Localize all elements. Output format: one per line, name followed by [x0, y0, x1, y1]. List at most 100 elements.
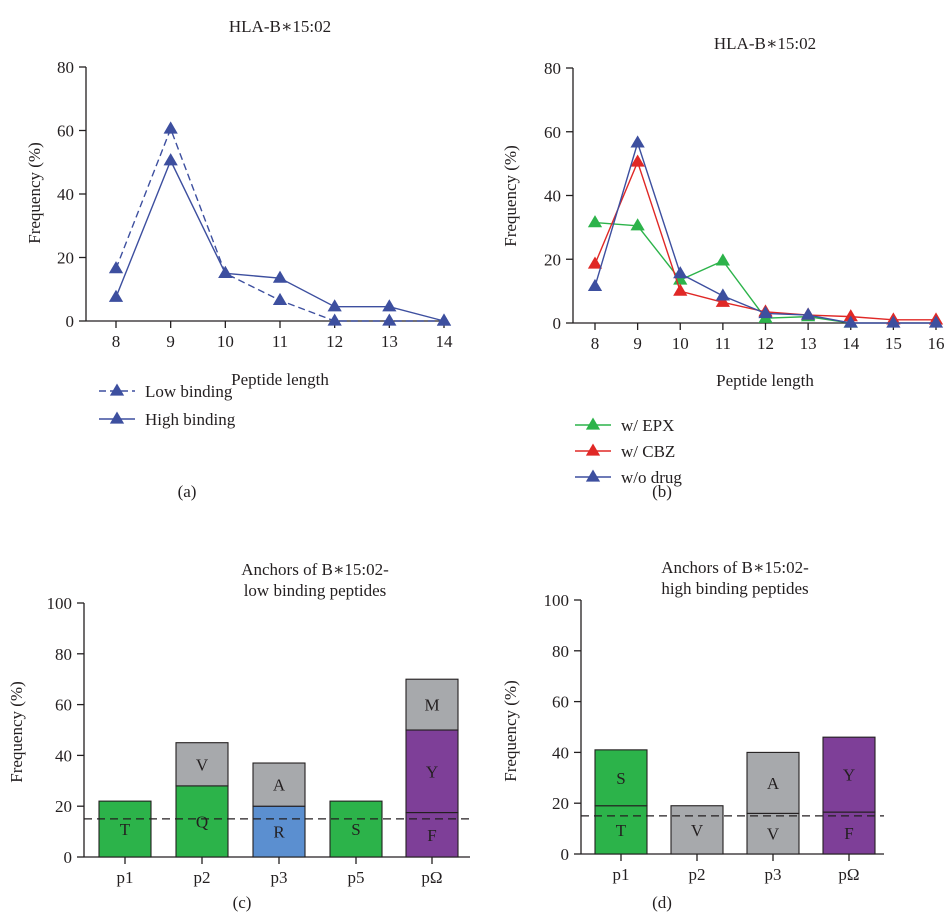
legend-marker — [109, 411, 125, 424]
data-point — [382, 299, 397, 312]
bar-segment — [405, 678, 459, 731]
bar-segment — [594, 805, 648, 855]
x-tick-label: 14 — [436, 332, 454, 351]
x-tick-label: 13 — [800, 334, 817, 353]
series-group — [587, 135, 944, 328]
panel-label-d: (d) — [652, 893, 672, 912]
bar-segment-label: S — [616, 769, 625, 788]
bar-segment — [822, 736, 876, 813]
bar-segment — [594, 749, 648, 807]
bar-segment — [822, 811, 876, 855]
data-point — [673, 283, 688, 296]
bar-segment — [98, 800, 152, 858]
bar-segment-label: Q — [196, 812, 208, 831]
panel-b-line-chart: HLA-B∗15:02 Frequency (%) Peptide length… — [501, 34, 945, 501]
panel-c-bar-chart: Anchors of B∗15:02- low binding peptides… — [7, 560, 470, 912]
y-tick-label: 100 — [47, 594, 73, 613]
x-tick-label: p1 — [613, 865, 630, 884]
x-tick-label: p3 — [271, 868, 288, 887]
y-tick-label: 20 — [544, 250, 561, 269]
data-point — [843, 309, 858, 322]
bar-segment — [746, 751, 800, 814]
bar-segment-label: V — [767, 825, 780, 844]
panel-label-b: (b) — [652, 482, 672, 501]
x-tick-label: 16 — [928, 334, 945, 353]
y-tick-label: 40 — [552, 743, 569, 762]
series-line-0 — [594, 221, 851, 324]
y-tick-label: 60 — [552, 693, 569, 712]
series-line-1 — [594, 160, 936, 321]
y-tick-label: 100 — [544, 591, 570, 610]
y-tick-label: 0 — [64, 848, 73, 867]
data-point — [218, 265, 233, 279]
data-point — [758, 305, 773, 319]
data-point — [272, 292, 288, 306]
bar-segment — [329, 800, 383, 858]
panel-label-c: (c) — [233, 893, 252, 912]
data-point — [801, 307, 816, 320]
y-tick-label: 60 — [55, 696, 72, 715]
axes: 0 20 40 60 80 8 9 10 11 12 13 14 15 16 — [544, 59, 945, 353]
x-tick-label: p1 — [117, 868, 134, 887]
x-tick-label: 9 — [166, 332, 175, 351]
data-point — [715, 253, 730, 266]
x-tick-label: 13 — [381, 332, 398, 351]
chart-title-line-1: Anchors of B∗15:02- — [241, 560, 389, 579]
legend-marker — [109, 383, 125, 396]
legend: Low binding High binding — [99, 382, 236, 429]
y-tick-label: 80 — [55, 645, 72, 664]
bar-segment-label: Y — [426, 762, 438, 781]
y-tick-label: 80 — [57, 58, 74, 77]
legend-marker — [585, 417, 601, 430]
bar-segment-label: A — [273, 776, 286, 795]
series-group — [108, 121, 452, 326]
bar-segment-label: T — [616, 821, 627, 840]
x-tick-label: 12 — [757, 334, 774, 353]
chart-title: HLA-B∗15:02 — [229, 17, 331, 36]
legend: w/ EPX w/ CBZ w/o drug — [575, 416, 682, 487]
chart-title: HLA-B∗15:02 — [714, 34, 816, 53]
data-point — [886, 315, 901, 328]
x-tick-label: 10 — [217, 332, 234, 351]
x-tick-label: p2 — [689, 865, 706, 884]
x-tick-label: 10 — [672, 334, 689, 353]
x-tick-label: 8 — [112, 332, 121, 351]
data-point — [630, 135, 645, 148]
data-point — [272, 270, 288, 283]
legend-marker — [585, 469, 601, 482]
chart-title-line-1: Anchors of B∗15:02- — [661, 558, 809, 577]
x-tick-label: pΩ — [838, 865, 859, 884]
data-point — [928, 315, 944, 328]
x-tick-label: 14 — [842, 334, 860, 353]
bar-segment-label: F — [427, 826, 436, 845]
data-point — [163, 121, 178, 134]
panel-a-line-chart: HLA-B∗15:02 Frequency (%) Peptide length… — [25, 17, 453, 501]
bar-segment — [746, 812, 800, 855]
data-point — [630, 154, 645, 167]
bar-segment-label: T — [120, 820, 131, 839]
data-point — [715, 294, 730, 307]
x-tick-label: p3 — [765, 865, 782, 884]
x-tick-label: 11 — [272, 332, 288, 351]
series-line-2 — [594, 140, 936, 324]
bars-group: T Q V R A S F Y M — [84, 678, 470, 858]
x-tick-label: pΩ — [421, 868, 442, 887]
bars-group: T S V V A F Y — [581, 736, 884, 855]
panel-d-bar-chart: Anchors of B∗15:02- high binding peptide… — [501, 558, 884, 912]
data-point — [163, 153, 178, 166]
data-point — [715, 288, 730, 301]
legend-marker — [585, 443, 601, 456]
x-tick-label: 8 — [591, 334, 600, 353]
y-tick-label: 0 — [561, 845, 570, 864]
legend-label: Low binding — [145, 382, 233, 401]
y-tick-label: 60 — [57, 122, 74, 141]
legend-label: w/ CBZ — [621, 442, 675, 461]
bar-segment-label: F — [844, 824, 853, 843]
bar-segment — [175, 785, 229, 858]
data-point — [436, 313, 452, 326]
data-point — [587, 256, 603, 269]
y-tick-label: 80 — [552, 642, 569, 661]
data-point — [327, 299, 342, 312]
y-tick-label: 20 — [55, 797, 72, 816]
